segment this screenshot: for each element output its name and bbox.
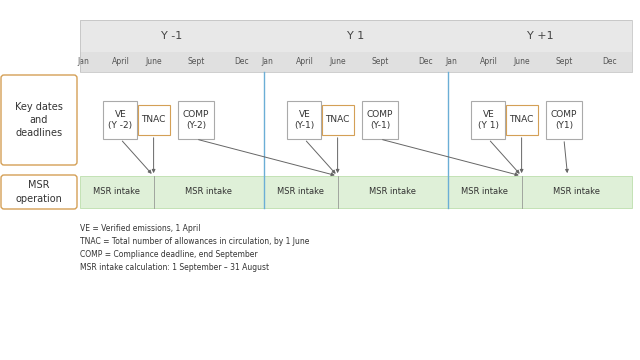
Text: MSR intake: MSR intake: [369, 188, 416, 197]
Text: June: June: [145, 58, 162, 67]
Bar: [178, 101, 214, 139]
FancyBboxPatch shape: [1, 75, 77, 165]
Text: COMP
(Y-2): COMP (Y-2): [183, 110, 209, 130]
Bar: [506, 105, 538, 135]
Text: Y -1: Y -1: [161, 31, 182, 41]
Bar: [104, 101, 138, 139]
Bar: [80, 176, 632, 208]
FancyBboxPatch shape: [1, 175, 77, 209]
Text: TNAC: TNAC: [325, 116, 350, 125]
Bar: [472, 101, 506, 139]
Text: Key dates
and
deadlines: Key dates and deadlines: [15, 102, 63, 138]
Text: VE
(Y -2): VE (Y -2): [108, 110, 132, 130]
Text: COMP
(Y-1): COMP (Y-1): [367, 110, 393, 130]
Text: COMP = Compliance deadline, end September: COMP = Compliance deadline, end Septembe…: [80, 250, 258, 259]
Text: Jan: Jan: [445, 58, 458, 67]
Bar: [287, 101, 321, 139]
Text: MSR intake: MSR intake: [277, 188, 324, 197]
Text: VE
(Y 1): VE (Y 1): [478, 110, 499, 130]
Text: Sept: Sept: [556, 58, 573, 67]
Text: April: April: [479, 58, 497, 67]
Bar: [322, 105, 354, 135]
Text: TNAC: TNAC: [509, 116, 534, 125]
Text: MSR intake calculation: 1 September – 31 August: MSR intake calculation: 1 September – 31…: [80, 263, 269, 272]
Text: Dec: Dec: [603, 58, 617, 67]
Text: Dec: Dec: [419, 58, 433, 67]
Bar: [80, 20, 632, 72]
Text: TNAC: TNAC: [141, 116, 166, 125]
Text: MSR
operation: MSR operation: [15, 180, 63, 204]
Text: Y +1: Y +1: [527, 31, 554, 41]
Bar: [80, 52, 632, 72]
Text: MSR intake: MSR intake: [461, 188, 508, 197]
Text: TNAC = Total number of allowances in circulation, by 1 June: TNAC = Total number of allowances in cir…: [80, 237, 309, 246]
Text: VE
(Y-1): VE (Y-1): [294, 110, 315, 130]
Text: MSR intake: MSR intake: [186, 188, 232, 197]
Bar: [80, 20, 632, 52]
Text: MSR intake: MSR intake: [93, 188, 140, 197]
Text: MSR intake: MSR intake: [554, 188, 600, 197]
Text: Dec: Dec: [235, 58, 249, 67]
Text: Jan: Jan: [77, 58, 90, 67]
Text: Sept: Sept: [371, 58, 388, 67]
Text: April: April: [296, 58, 314, 67]
Bar: [138, 105, 170, 135]
Text: June: June: [330, 58, 346, 67]
Text: COMP
(Y1): COMP (Y1): [551, 110, 577, 130]
Text: Sept: Sept: [188, 58, 205, 67]
Bar: [546, 101, 582, 139]
Text: Y 1: Y 1: [348, 31, 365, 41]
Text: VE = Verified emissions, 1 April: VE = Verified emissions, 1 April: [80, 224, 200, 233]
Text: Jan: Jan: [262, 58, 274, 67]
Bar: [362, 101, 398, 139]
Text: April: April: [111, 58, 129, 67]
Text: June: June: [513, 58, 530, 67]
